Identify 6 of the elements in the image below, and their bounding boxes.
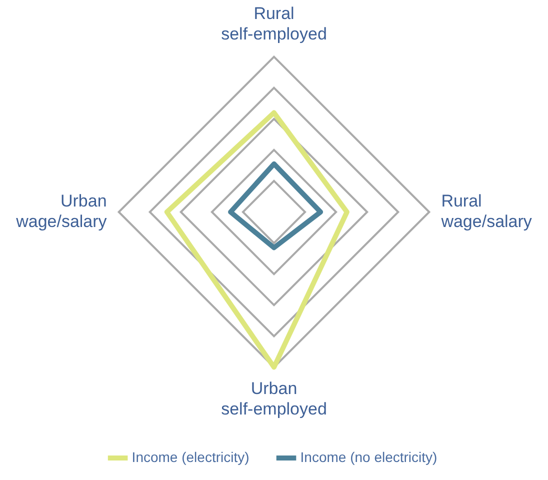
spoke-label: Rural wage/salary — [440, 191, 532, 231]
spoke-label: Urban wage/salary — [15, 191, 108, 231]
legend-label: Income (no electricity) — [300, 448, 438, 465]
spoke-label: Urban self-employed — [221, 379, 327, 418]
spoke-label: Rural self-employed — [221, 4, 327, 44]
legend-label: Income (electricity) — [132, 448, 250, 465]
